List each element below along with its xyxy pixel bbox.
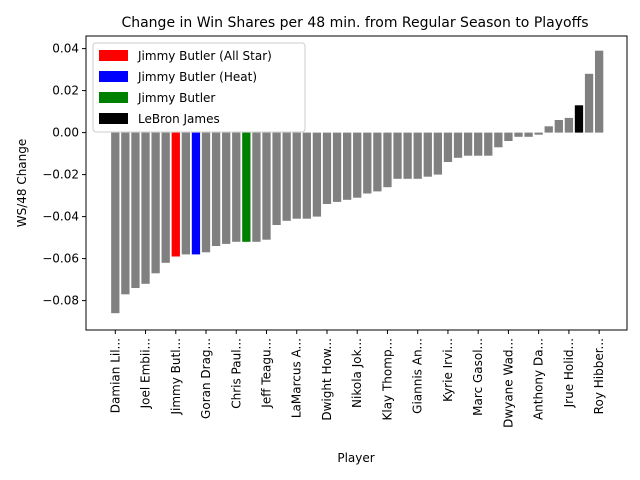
y-tick-label: −0.06 (42, 252, 79, 266)
bar (201, 132, 211, 253)
bar (332, 132, 342, 202)
x-tick-label: Jrue Holid... (562, 338, 576, 408)
bar (282, 132, 291, 221)
legend-swatch (99, 50, 128, 61)
x-tick-label: LaMarcus A... (290, 338, 304, 418)
y-tick-label: 0.04 (52, 42, 79, 56)
x-tick-label: Damian Lil... (108, 338, 122, 413)
x-axis: Damian Lil... Joel Embii... Jimmy Butl... G… (108, 330, 606, 428)
y-axis: −0.08 −0.06 −0.04 −0.02 0.00 0.02 0.04 (42, 42, 86, 308)
bar (242, 132, 251, 242)
x-tick-label: Kyrie Irvi... (441, 338, 455, 402)
bar (141, 132, 150, 284)
legend-swatch (99, 71, 128, 82)
bar (463, 132, 473, 156)
bar (574, 105, 584, 133)
bar (363, 132, 372, 194)
bar (514, 132, 523, 137)
bar (131, 132, 140, 288)
x-tick-label: Jeff Teagu... (260, 338, 274, 409)
x-tick-label: Klay Thomp... (380, 338, 394, 421)
x-axis-label: Player (337, 451, 374, 465)
bar (474, 132, 483, 156)
bar (453, 132, 463, 158)
legend-swatch (99, 113, 128, 124)
bar (272, 132, 281, 225)
y-tick-label: 0.00 (52, 126, 79, 140)
bar (342, 132, 352, 200)
bar (262, 132, 271, 240)
bar (494, 132, 503, 148)
bar (544, 126, 553, 133)
x-tick-label: Chris Paul... (229, 338, 243, 409)
bar (312, 132, 322, 217)
bar (584, 73, 594, 133)
x-tick-label: Nikola Jok... (350, 338, 364, 408)
legend-label: LeBron James (138, 112, 220, 126)
legend: Jimmy Butler (All Star) Jimmy Butler (Hea… (92, 42, 306, 133)
bar (111, 132, 120, 314)
bar (564, 117, 574, 133)
bars-group (111, 50, 604, 314)
x-tick-label: Marc Gasol... (471, 338, 485, 416)
bar (423, 132, 432, 177)
bar (594, 50, 604, 133)
bar (171, 132, 180, 257)
bar (191, 132, 201, 255)
x-tick-label: Goran Drag... (199, 338, 213, 419)
legend-label: Jimmy Butler (137, 91, 215, 105)
x-tick-label: Roy Hibber... (592, 338, 606, 414)
bar (373, 132, 382, 192)
legend-label: Jimmy Butler (Heat) (137, 70, 257, 84)
bar (151, 132, 160, 274)
bar (161, 132, 170, 263)
bar (292, 132, 301, 219)
x-tick-label: Dwight How... (320, 338, 334, 421)
bar (302, 132, 311, 219)
x-tick-label: Anthony Da... (532, 338, 546, 420)
bar (443, 132, 453, 162)
bar (383, 132, 392, 188)
legend-box (92, 42, 306, 133)
bar (232, 132, 241, 242)
bar (211, 132, 221, 246)
y-axis-label: WS/48 Change (15, 139, 29, 228)
legend-swatch (99, 92, 128, 103)
bar (222, 132, 231, 244)
x-tick-label: Dwyane Wad... (501, 338, 515, 428)
y-tick-label: −0.02 (42, 168, 79, 182)
bar (534, 132, 543, 135)
x-tick-label: Giannis An... (411, 338, 425, 414)
y-tick-label: 0.02 (52, 84, 79, 98)
bar (504, 132, 513, 141)
y-tick-label: −0.08 (42, 294, 79, 308)
bar (554, 120, 563, 133)
bar (393, 132, 402, 179)
chart-title: Change in Win Shares per 48 min. from Re… (121, 15, 588, 31)
bar (353, 132, 362, 198)
bar (121, 132, 130, 295)
x-tick-label: Jimmy Butl... (169, 338, 183, 416)
bar (484, 132, 493, 156)
bar (322, 132, 332, 204)
bar (413, 132, 422, 179)
y-tick-label: −0.04 (42, 210, 79, 224)
bar (433, 132, 443, 175)
x-tick-label: Joel Embii... (139, 338, 153, 409)
bar (181, 132, 191, 255)
bar (403, 132, 412, 179)
bar (252, 132, 261, 242)
plot-frame (85, 35, 628, 331)
legend-label: Jimmy Butler (All Star) (137, 49, 272, 63)
bar (524, 132, 533, 137)
